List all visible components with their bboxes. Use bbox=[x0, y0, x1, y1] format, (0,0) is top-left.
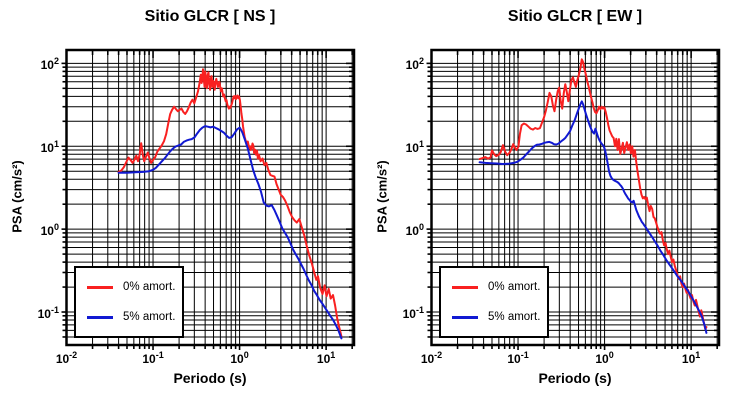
legend-swatch-5pct bbox=[452, 315, 478, 319]
legend-label-5pct: 5% amort. bbox=[488, 311, 541, 323]
curve-5pct-amort bbox=[117, 125, 343, 340]
x-tick-label: 10-2 bbox=[420, 350, 443, 366]
x-axis-label-ew: Periodo (s) bbox=[538, 370, 612, 386]
y-tick-label: 102 bbox=[405, 56, 424, 73]
y-axis-label-ns: PSA (cm/s²) bbox=[9, 160, 25, 233]
legend-label-0pct: 0% amort. bbox=[123, 281, 176, 293]
legend-item: 5% amort. bbox=[76, 307, 175, 327]
curve-0pct-amort bbox=[117, 68, 343, 338]
x-tick-label: 100 bbox=[595, 350, 614, 366]
legend-swatch-5pct bbox=[87, 315, 113, 319]
legend-swatch-0pct bbox=[87, 285, 113, 289]
y-tick-label: 101 bbox=[40, 139, 59, 156]
plot-ns: Sitio GLCR [ NS ] PSA (cm/s²) Periodo (s… bbox=[9, 8, 356, 386]
y-tick-label: 10-1 bbox=[37, 305, 59, 322]
x-tick-label: 101 bbox=[316, 350, 336, 366]
y-tick-label: 100 bbox=[405, 222, 424, 239]
legend-ew: 0% amort. 5% amort. bbox=[439, 266, 549, 338]
plot-ew: Sitio GLCR [ EW ] PSA (cm/s²) Periodo (s… bbox=[365, 0, 730, 400]
legend-swatch-0pct bbox=[452, 285, 478, 289]
x-tick-label: 100 bbox=[230, 350, 249, 366]
plot-canvas-ew bbox=[426, 48, 721, 350]
legend-item: 5% amort. bbox=[441, 307, 540, 327]
y-tick-label: 102 bbox=[40, 56, 59, 73]
legend-label-0pct: 0% amort. bbox=[488, 281, 541, 293]
x-tick-label: 10-2 bbox=[55, 350, 78, 366]
legend-item: 0% amort. bbox=[441, 277, 540, 297]
legend-ns: 0% amort. 5% amort. bbox=[74, 266, 184, 338]
y-axis-label-ew: PSA (cm/s²) bbox=[374, 160, 390, 233]
x-tick-label: 10-1 bbox=[142, 350, 164, 366]
y-tick-label: 10-1 bbox=[402, 305, 424, 322]
legend-label-5pct: 5% amort. bbox=[123, 311, 176, 323]
plot-border bbox=[430, 48, 721, 347]
curve-5pct-amort bbox=[478, 100, 708, 334]
plot-title-ns: Sitio GLCR [ NS ] bbox=[144, 8, 276, 25]
plot-border bbox=[65, 48, 356, 347]
curve-0pct-amort bbox=[478, 58, 708, 331]
legend-item: 0% amort. bbox=[76, 277, 175, 297]
x-axis-label-ns: Periodo (s) bbox=[173, 370, 247, 386]
y-tick-label: 100 bbox=[40, 222, 59, 239]
x-tick-label: 101 bbox=[681, 350, 701, 366]
plot-title-ew: Sitio GLCR [ EW ] bbox=[507, 8, 643, 25]
plot-canvas-ns bbox=[61, 48, 356, 350]
y-tick-label: 101 bbox=[405, 139, 424, 156]
x-tick-label: 10-1 bbox=[507, 350, 529, 366]
